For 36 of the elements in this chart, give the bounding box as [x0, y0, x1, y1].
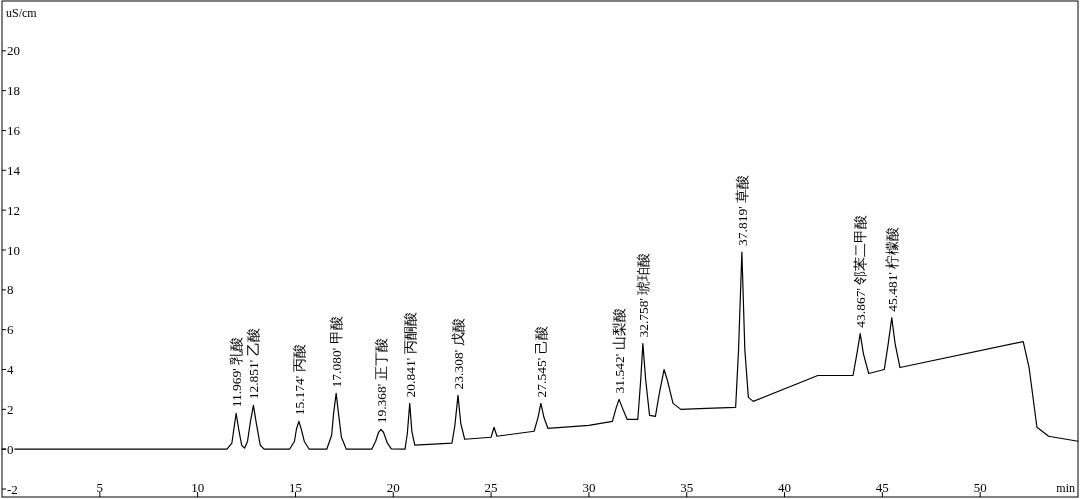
x-tick-label: 45: [875, 480, 889, 495]
annotation: 12.851' 乙酸: [246, 328, 262, 400]
x-axis-title: min: [1056, 481, 1075, 495]
x-tick-label: 35: [680, 480, 694, 495]
y-axis-title: uS/cm: [6, 6, 38, 20]
y-tick-label: 6: [7, 322, 14, 338]
annotation: 31.542' 山梨酸: [612, 308, 628, 394]
annotation: 32.758' 琥珀酸: [635, 252, 651, 338]
x-tick-label: 25: [484, 480, 498, 495]
y-tick-label: 12: [7, 202, 20, 218]
y-tick-label: 4: [7, 362, 14, 378]
y-tick-label: 10: [7, 242, 20, 258]
x-tick-label: 15: [288, 480, 302, 495]
y-tick-label: 16: [7, 123, 21, 139]
x-tick-label: 10: [191, 480, 205, 495]
annotation: 37.819' 草酸: [734, 175, 750, 246]
x-tick-label: 40: [778, 480, 792, 495]
annotation: 20.841' 丙酮酸: [402, 312, 418, 398]
x-tick-label: 30: [582, 480, 596, 495]
annotation: 19.368' 正丁酸: [373, 338, 389, 424]
x-tick-label: 20: [386, 480, 400, 495]
annotation: 45.481' 柠檬酸: [884, 226, 900, 312]
annotation: 11.969' 乳酸: [229, 336, 245, 408]
annotation: 15.174' 丙酸: [291, 344, 307, 416]
y-tick-label: 2: [7, 401, 14, 417]
y-tick-label: 14: [7, 162, 21, 178]
y-tick-label: 20: [7, 43, 20, 59]
x-tick-label: 50: [973, 480, 987, 495]
annotation: 43.867' 邻苯二甲酸: [853, 214, 869, 328]
y-tick-label: 18: [7, 83, 20, 99]
annotation: 17.080' 甲酸: [329, 316, 345, 388]
y-tick-label: 8: [7, 282, 14, 298]
annotation: 27.545' 己酸: [533, 326, 549, 398]
y-tick-label: -2: [7, 481, 18, 497]
x-tick-label: 5: [96, 480, 104, 495]
annotation: 23.308' 戊酸: [450, 318, 466, 390]
